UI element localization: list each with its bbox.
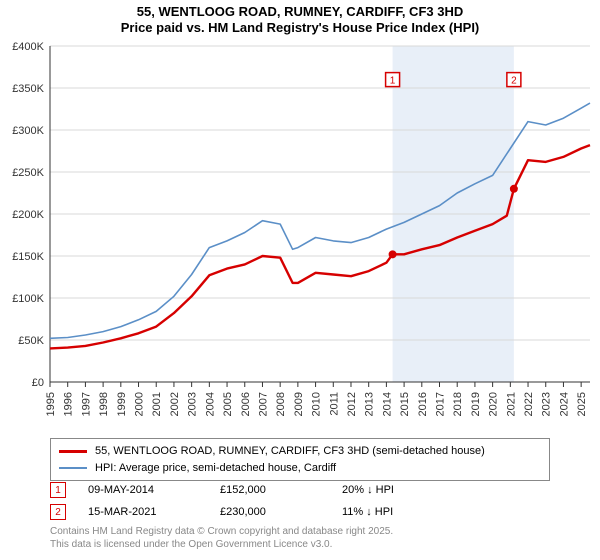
- svg-text:1998: 1998: [98, 392, 110, 416]
- legend-row: HPI: Average price, semi-detached house,…: [59, 460, 541, 477]
- svg-text:2005: 2005: [222, 392, 234, 416]
- legend-label: HPI: Average price, semi-detached house,…: [95, 460, 336, 477]
- svg-text:£250K: £250K: [12, 167, 44, 179]
- svg-text:2024: 2024: [558, 392, 570, 416]
- svg-text:2002: 2002: [169, 392, 181, 416]
- footer-line-2: This data is licensed under the Open Gov…: [50, 539, 393, 552]
- svg-text:1999: 1999: [116, 392, 128, 416]
- marker-diff: 20% ↓ HPI: [342, 484, 462, 496]
- chart-container: 55, WENTLOOG ROAD, RUMNEY, CARDIFF, CF3 …: [0, 0, 600, 560]
- svg-text:2004: 2004: [204, 392, 216, 416]
- marker-diff: 11% ↓ HPI: [342, 506, 462, 518]
- title-block: 55, WENTLOOG ROAD, RUMNEY, CARDIFF, CF3 …: [0, 0, 600, 37]
- title-line-2: Price paid vs. HM Land Registry's House …: [0, 20, 600, 36]
- svg-text:2017: 2017: [435, 392, 447, 416]
- marker-table-row: 1 09-MAY-2014 £152,000 20% ↓ HPI: [50, 482, 550, 498]
- svg-text:2007: 2007: [257, 392, 269, 416]
- marker-table-row: 2 15-MAR-2021 £230,000 11% ↓ HPI: [50, 504, 550, 520]
- svg-text:2014: 2014: [381, 392, 393, 416]
- svg-text:£400K: £400K: [12, 41, 44, 53]
- svg-text:2001: 2001: [151, 392, 163, 416]
- legend-row: 55, WENTLOOG ROAD, RUMNEY, CARDIFF, CF3 …: [59, 443, 541, 460]
- svg-text:2023: 2023: [541, 392, 553, 416]
- footer: Contains HM Land Registry data © Crown c…: [50, 526, 393, 551]
- svg-text:2003: 2003: [187, 392, 199, 416]
- marker-table: 1 09-MAY-2014 £152,000 20% ↓ HPI 2 15-MA…: [50, 482, 550, 526]
- marker-price: £230,000: [220, 506, 320, 518]
- svg-text:2018: 2018: [452, 392, 464, 416]
- svg-text:2022: 2022: [523, 392, 535, 416]
- svg-text:2009: 2009: [293, 392, 305, 416]
- marker-price: £152,000: [220, 484, 320, 496]
- svg-text:2016: 2016: [417, 392, 429, 416]
- footer-line-1: Contains HM Land Registry data © Crown c…: [50, 526, 393, 539]
- svg-text:2: 2: [511, 76, 517, 87]
- svg-text:£50K: £50K: [18, 335, 44, 347]
- svg-text:1: 1: [390, 76, 396, 87]
- title-line-1: 55, WENTLOOG ROAD, RUMNEY, CARDIFF, CF3 …: [0, 4, 600, 20]
- svg-text:£150K: £150K: [12, 251, 44, 263]
- svg-text:1997: 1997: [80, 392, 92, 416]
- svg-text:2019: 2019: [470, 392, 482, 416]
- legend-label: 55, WENTLOOG ROAD, RUMNEY, CARDIFF, CF3 …: [95, 443, 485, 460]
- svg-text:2011: 2011: [328, 392, 340, 416]
- svg-text:2025: 2025: [576, 392, 588, 416]
- legend-swatch: [59, 450, 87, 453]
- svg-text:1995: 1995: [45, 392, 57, 416]
- svg-text:2015: 2015: [399, 392, 411, 416]
- svg-text:2000: 2000: [134, 392, 146, 416]
- marker-date: 15-MAR-2021: [88, 506, 198, 518]
- svg-text:£100K: £100K: [12, 293, 44, 305]
- svg-text:£200K: £200K: [12, 209, 44, 221]
- svg-text:2013: 2013: [364, 392, 376, 416]
- legend: 55, WENTLOOG ROAD, RUMNEY, CARDIFF, CF3 …: [50, 438, 550, 481]
- svg-text:2006: 2006: [240, 392, 252, 416]
- svg-text:2008: 2008: [275, 392, 287, 416]
- svg-text:2020: 2020: [488, 392, 500, 416]
- svg-text:£350K: £350K: [12, 83, 44, 95]
- svg-text:1996: 1996: [63, 392, 75, 416]
- marker-date: 09-MAY-2014: [88, 484, 198, 496]
- chart-area: £0 £50K £100K £150K £200K £250K £300K £350K £400…: [0, 40, 600, 430]
- svg-text:2010: 2010: [311, 392, 323, 416]
- chart-svg: £0 £50K £100K £150K £200K £250K £300K £350K £400…: [0, 40, 600, 430]
- marker-badge: 2: [50, 504, 66, 520]
- legend-swatch: [59, 467, 87, 469]
- svg-text:£300K: £300K: [12, 125, 44, 137]
- svg-text:£0: £0: [32, 377, 44, 389]
- marker-badge: 1: [50, 482, 66, 498]
- svg-text:2012: 2012: [346, 392, 358, 416]
- svg-text:2021: 2021: [505, 392, 517, 416]
